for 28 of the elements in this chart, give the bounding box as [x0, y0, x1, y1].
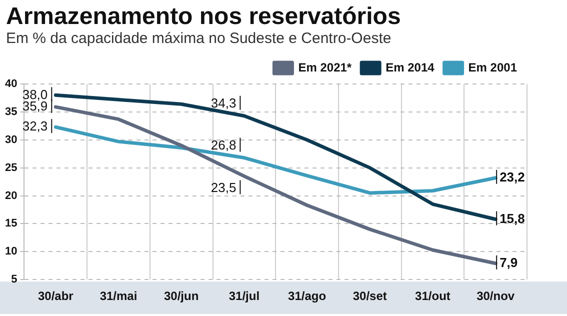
y-tick-label: 25	[4, 162, 18, 174]
y-tick-label: 35	[4, 106, 18, 118]
data-label: 26,8	[210, 137, 236, 152]
x-tick-label: 31/jul	[228, 289, 260, 304]
x-tick-label: 31/ago	[288, 289, 326, 304]
y-tick-label: 20	[4, 190, 18, 202]
x-tick-label: 31/mai	[100, 289, 138, 304]
data-label: 7,9	[500, 254, 518, 270]
legend-label: Em 2021*	[298, 60, 352, 74]
x-tick-label: 31/out	[415, 289, 450, 304]
x-tick-label: 30/jun	[164, 289, 199, 304]
x-tick-label: 30/set	[352, 289, 387, 304]
y-tick-label: 40	[4, 78, 18, 90]
x-tick-label: 30/nov	[476, 289, 515, 304]
data-label: 23,2	[500, 169, 525, 184]
legend-label: Em 2001	[468, 60, 518, 74]
chart-subtitle: Em % da capacidade máxima no Sudeste e Centro-Oeste	[6, 30, 392, 48]
x-tick-label: 30/abr	[38, 289, 74, 304]
y-tick-label: 10	[4, 246, 18, 258]
y-tick-label: 15	[4, 218, 18, 230]
y-tick-label: 5	[11, 274, 18, 286]
data-label: 34,3	[210, 95, 236, 110]
data-label: 23,5	[210, 180, 236, 195]
data-label: 32,3	[22, 118, 48, 134]
data-label: 15,8	[500, 210, 525, 226]
chart-title: Armazenamento nos reservatórios	[6, 3, 402, 30]
y-tick-label: 30	[4, 134, 18, 146]
legend-label: Em 2014	[386, 60, 435, 74]
